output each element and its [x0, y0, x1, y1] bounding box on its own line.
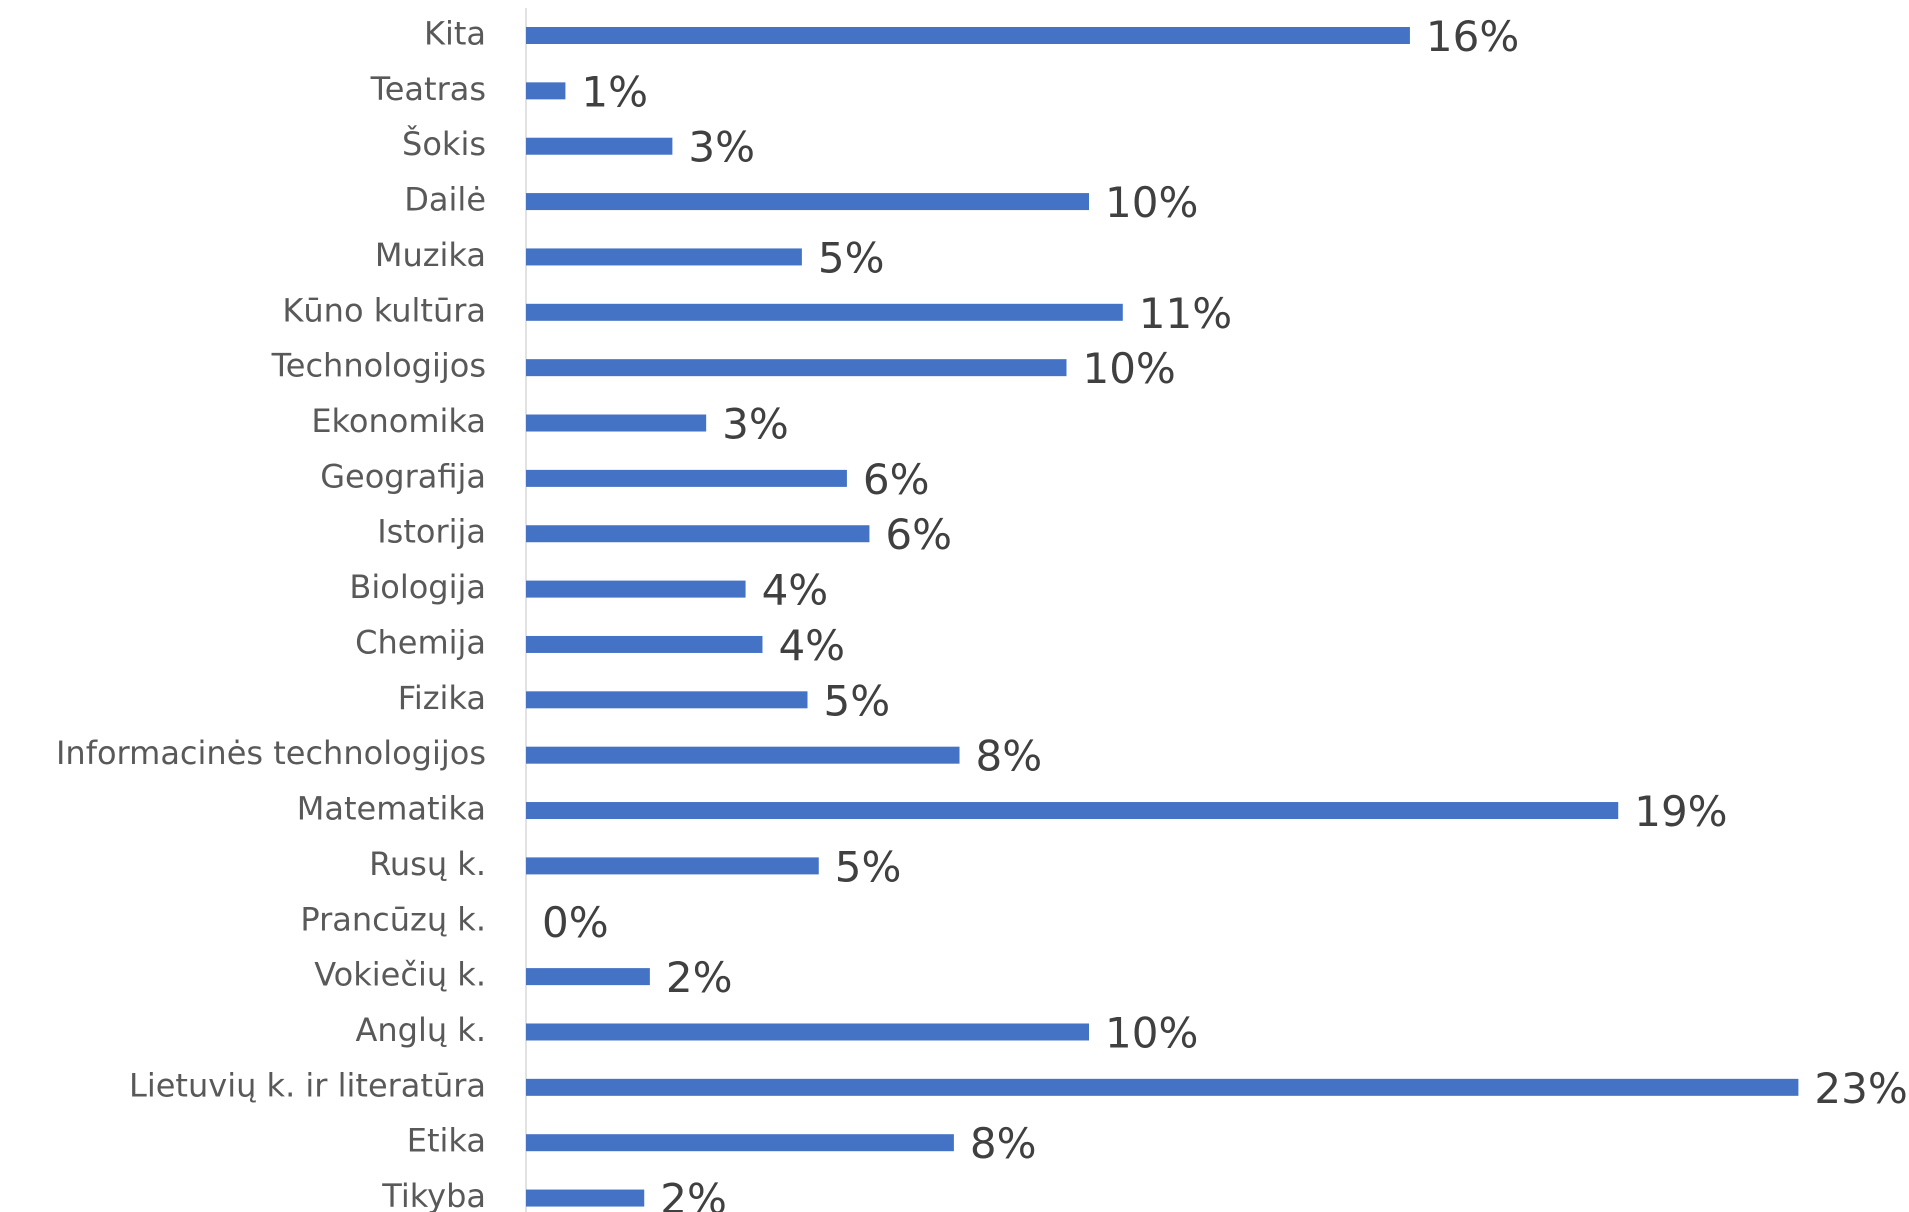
y-tick-label: Kita — [424, 15, 486, 53]
y-tick-label: Teatras — [370, 70, 486, 108]
y-tick-label: Biologija — [349, 568, 486, 606]
data-label: 5% — [824, 676, 891, 725]
data-label: 3% — [722, 400, 789, 449]
data-label: 2% — [660, 1175, 727, 1212]
y-tick-label: Anglų k. — [355, 1011, 486, 1049]
y-tick-label: Vokiečių k. — [314, 956, 486, 994]
bar — [526, 1134, 954, 1152]
y-tick-label: Prancūzų k. — [300, 900, 486, 938]
bar — [526, 248, 802, 266]
bar — [526, 137, 673, 155]
data-label: 5% — [835, 842, 902, 891]
data-label: 4% — [762, 566, 829, 615]
y-tick-label: Etika — [407, 1122, 486, 1160]
bar — [526, 193, 1090, 211]
bar — [526, 414, 707, 432]
data-label: 6% — [863, 455, 930, 504]
data-label: 4% — [778, 621, 845, 670]
bar — [526, 691, 808, 709]
data-label: 16% — [1426, 12, 1519, 61]
data-label: 2% — [666, 953, 733, 1002]
data-label: 3% — [688, 123, 755, 172]
y-tick-label: Dailė — [404, 181, 486, 219]
bar — [526, 1078, 1799, 1096]
data-label: 23% — [1814, 1064, 1907, 1113]
data-label: 11% — [1139, 289, 1232, 338]
bar — [526, 525, 870, 543]
y-tick-label: Rusų k. — [369, 845, 486, 883]
data-label: 10% — [1105, 1008, 1198, 1057]
data-label: 10% — [1082, 344, 1175, 393]
y-tick-label: Ekonomika — [311, 402, 486, 440]
data-label: 0% — [542, 898, 609, 947]
y-tick-label: Tikyba — [381, 1177, 486, 1212]
bar — [526, 746, 960, 764]
data-label: 5% — [818, 233, 885, 282]
data-label: 6% — [885, 510, 952, 559]
bar — [526, 303, 1123, 321]
data-label: 8% — [970, 1119, 1037, 1168]
y-tick-label: Chemija — [355, 623, 486, 661]
data-label: 1% — [581, 67, 648, 116]
bar — [526, 802, 1619, 820]
y-tick-label: Šokis — [402, 124, 486, 163]
bar — [526, 82, 566, 100]
bar — [526, 857, 819, 875]
bar — [526, 359, 1067, 377]
data-label: 19% — [1634, 787, 1727, 836]
y-tick-label: Technologijos — [271, 347, 486, 385]
bar — [526, 1023, 1090, 1041]
bar — [526, 1189, 645, 1207]
bar — [526, 27, 1410, 44]
y-tick-label: Kūno kultūra — [282, 291, 486, 329]
y-tick-label: Istorija — [377, 513, 486, 551]
y-tick-label: Geografija — [320, 457, 486, 495]
y-tick-label: Fizika — [398, 679, 486, 717]
bar — [526, 968, 650, 986]
y-tick-label: Lietuvių k. ir literatūra — [129, 1066, 486, 1104]
bar — [526, 635, 763, 653]
data-label: 8% — [976, 732, 1043, 781]
bar — [526, 580, 746, 598]
data-label: 10% — [1105, 178, 1198, 227]
bar — [526, 469, 847, 487]
y-tick-label: Informacinės technologijos — [56, 734, 486, 772]
y-tick-label: Matematika — [297, 790, 486, 828]
y-tick-label: Muzika — [375, 236, 486, 274]
